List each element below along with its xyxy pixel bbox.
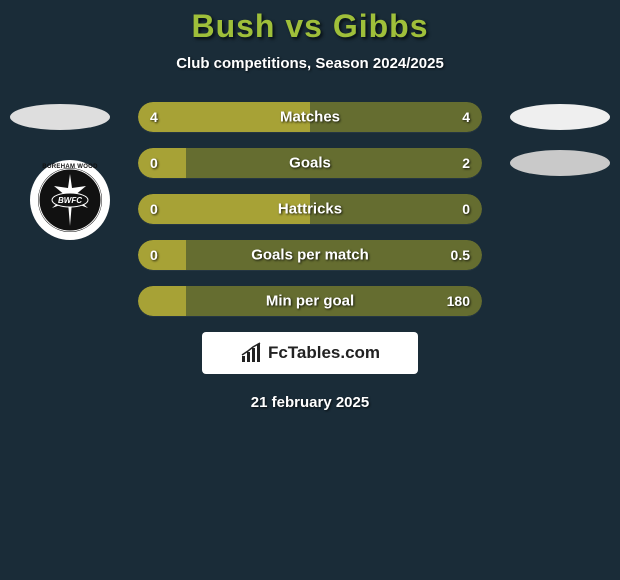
stat-label: Min per goal [266,293,354,310]
stat-right-value: 0.5 [451,247,470,263]
stat-left-value: 0 [150,201,158,217]
brand-text: FcTables.com [268,343,380,363]
player-left-oval [10,104,110,130]
stat-right-value: 180 [447,293,470,309]
stat-right-value: 4 [462,109,470,125]
stat-label: Goals [289,155,331,172]
stat-row: 0 2 Goals [138,148,482,178]
stat-row: 4 4 Matches [138,102,482,132]
stat-row: 0 0.5 Goals per match [138,240,482,270]
stat-bars: 4 4 Matches 0 2 Goals 0 0 Hattricks 0 0.5 Goals per… [138,102,482,316]
stat-right-value: 2 [462,155,470,171]
subtitle: Club competitions, Season 2024/2025 [0,55,620,72]
stat-left-value: 4 [150,109,158,125]
page-title: Bush vs Gibbs [0,8,620,45]
stat-label: Goals per match [251,247,369,264]
player-right-oval-2 [510,150,610,176]
stat-bar-right-fill [186,148,482,178]
brand-badge[interactable]: FcTables.com [202,332,418,374]
chart-icon [240,342,262,364]
stat-left-value: 0 [150,247,158,263]
stat-label: Hattricks [278,201,342,218]
date-text: 21 february 2025 [0,394,620,411]
stat-bar-left-fill [138,148,186,178]
player-right-oval [510,104,610,130]
stat-bar-left-fill [138,240,186,270]
stat-left-value: 0 [150,155,158,171]
stat-row: 0 0 Hattricks [138,194,482,224]
badge-inner: BWFC [38,168,102,232]
svg-text:BWFC: BWFC [58,196,82,205]
stats-area: BOREHAM WOOD BWFC 4 4 Matches 0 2 Goals 0 0 Hatt… [0,102,620,316]
stat-row: 180 Min per goal [138,286,482,316]
club-badge: BOREHAM WOOD BWFC [30,160,110,240]
stat-bar-left-fill [138,286,186,316]
stat-right-value: 0 [462,201,470,217]
stat-label: Matches [280,109,340,126]
